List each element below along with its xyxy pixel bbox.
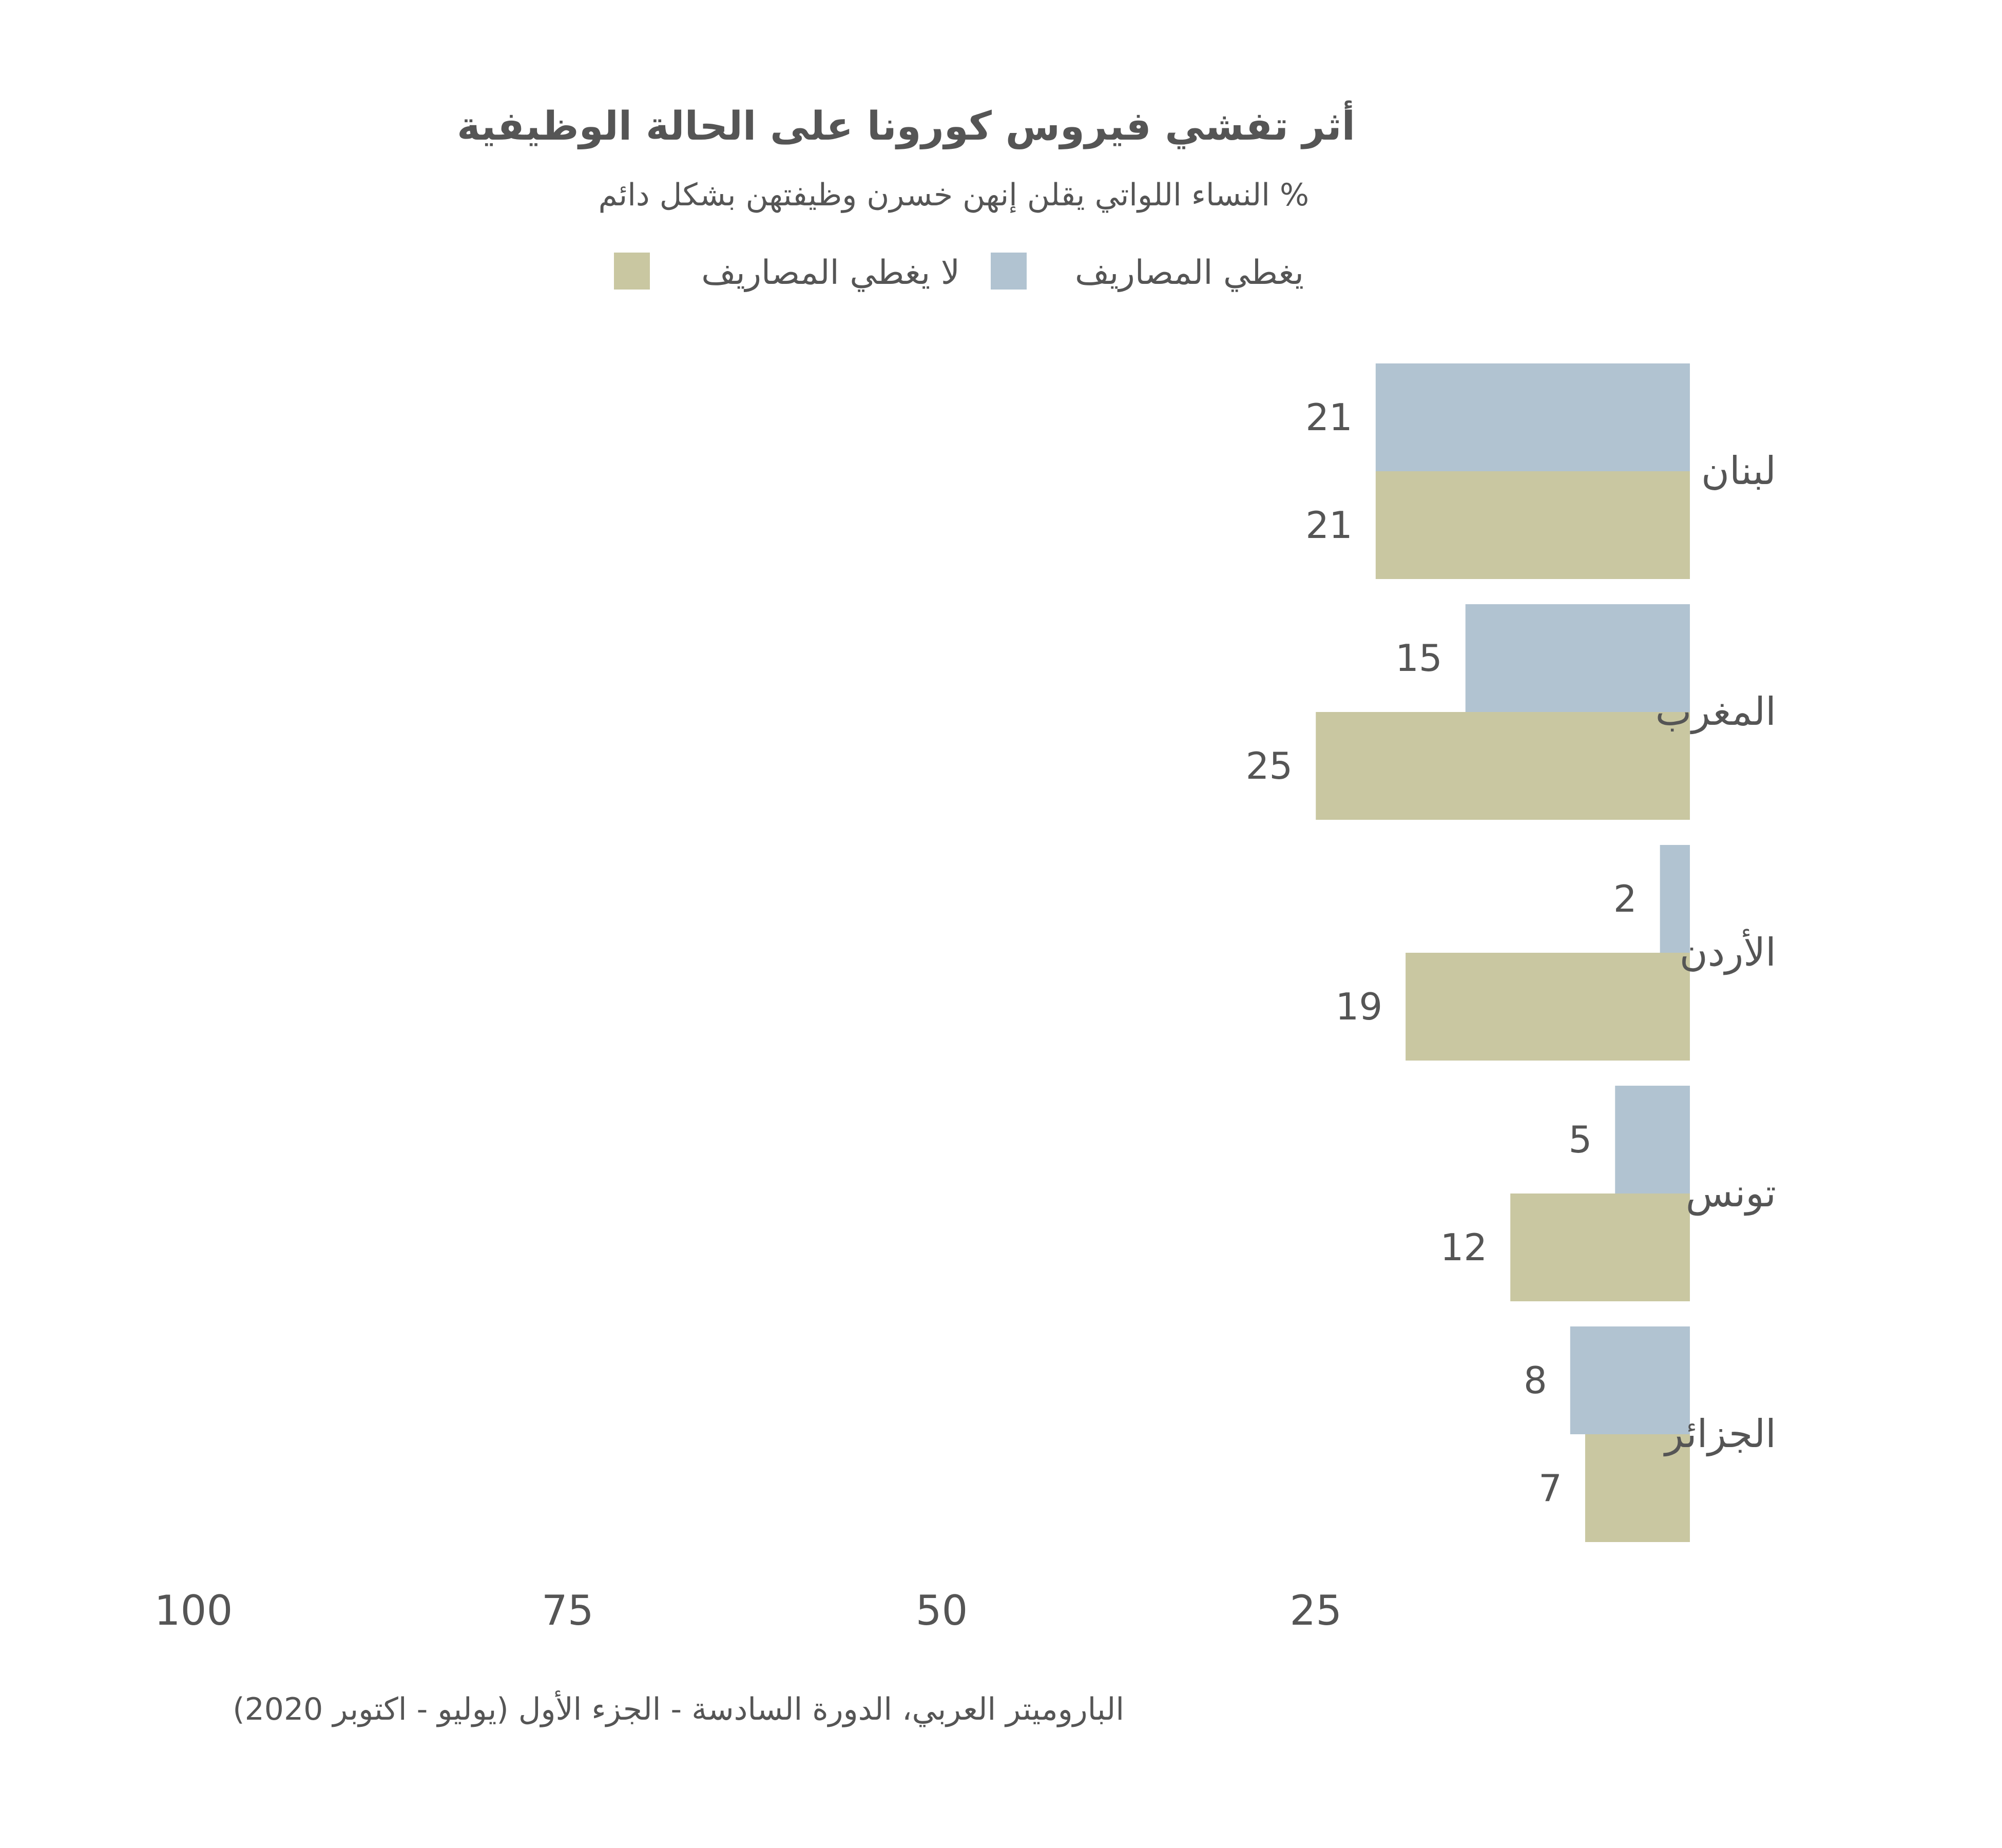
data-label: 25	[1246, 744, 1293, 787]
bar	[1660, 845, 1690, 953]
data-label: 21	[1305, 504, 1353, 547]
x-tick-label: 50	[916, 1587, 968, 1634]
data-label: 19	[1336, 985, 1383, 1028]
category-label: المغرب	[1656, 689, 1776, 734]
bar	[1316, 712, 1690, 820]
category-label: الجزائر	[1663, 1411, 1776, 1456]
category-label: لبنان	[1701, 448, 1776, 493]
data-label: 5	[1568, 1118, 1592, 1161]
value-labels: 21 21 15 25 2 19 5 12 8 7	[1246, 396, 1637, 1510]
legend-swatch	[614, 253, 650, 290]
bar	[1570, 1326, 1690, 1434]
bar	[1375, 363, 1690, 471]
chart-title: أثر تفشي فيروس كورونا على الحالة الوظيفي…	[457, 100, 1355, 149]
x-tick-label: 100	[155, 1587, 233, 1634]
data-label: 15	[1395, 637, 1442, 680]
bars	[1316, 363, 1690, 1542]
legend-label: يغطي المصاريف	[1075, 254, 1304, 292]
chart-subtitle: % النساء اللواتي يقلن إنهن خسرن وظيفتهن …	[599, 177, 1309, 213]
legend-label: لا يغطي المصاريف	[701, 254, 960, 292]
category-label: الأردن	[1680, 929, 1776, 975]
bar	[1585, 1434, 1690, 1542]
legend-swatch	[991, 253, 1027, 290]
data-label: 8	[1524, 1359, 1547, 1402]
x-tick-label: 25	[1289, 1587, 1342, 1634]
x-tick-label: 75	[542, 1587, 594, 1634]
bar	[1615, 1086, 1690, 1194]
bar	[1375, 471, 1690, 579]
category-label: تونس	[1686, 1170, 1776, 1216]
data-label: 21	[1305, 396, 1353, 439]
category-labels: لبنان المغرب الأردن تونس الجزائر	[1656, 448, 1776, 1456]
bar	[1465, 604, 1690, 712]
bar	[1510, 1194, 1690, 1301]
data-label: 2	[1613, 877, 1637, 920]
x-axis: 100 75 50 25	[155, 1587, 1342, 1634]
data-label: 12	[1440, 1226, 1488, 1269]
data-label: 7	[1538, 1467, 1562, 1510]
source-note: الباروميتر العربي، الدورة السادسة - الجز…	[233, 1690, 1124, 1727]
legend: يغطي المصاريف لا يغطي المصاريف	[614, 253, 1304, 292]
bar	[1406, 953, 1690, 1061]
